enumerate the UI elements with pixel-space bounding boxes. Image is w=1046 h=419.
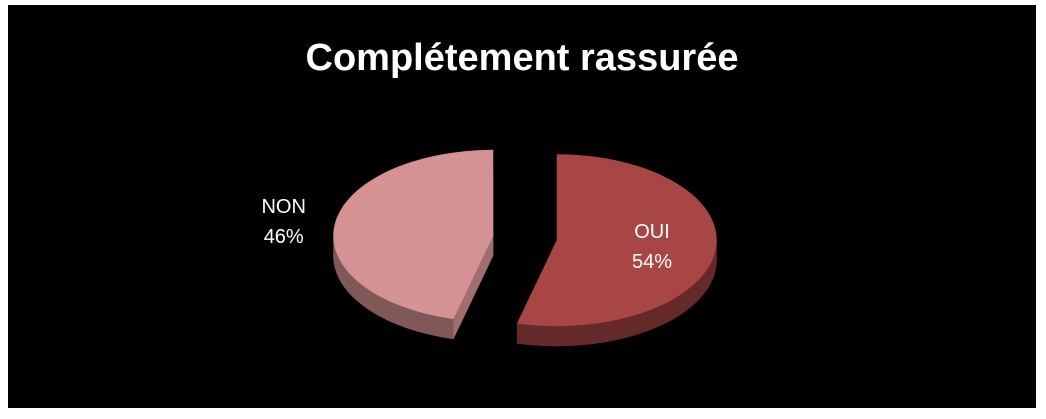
slice-cut-face xyxy=(453,235,494,340)
slice xyxy=(333,149,494,320)
slice-value-label: 54% xyxy=(632,251,672,273)
slice-category-label: OUI xyxy=(634,221,670,243)
slice-side xyxy=(516,240,717,347)
slice xyxy=(516,154,717,327)
slice-category-label: NON xyxy=(261,196,305,218)
chart-title: Complétement rassurée xyxy=(306,37,739,79)
slice-side xyxy=(333,234,454,340)
slice-value-label: 46% xyxy=(264,226,304,248)
